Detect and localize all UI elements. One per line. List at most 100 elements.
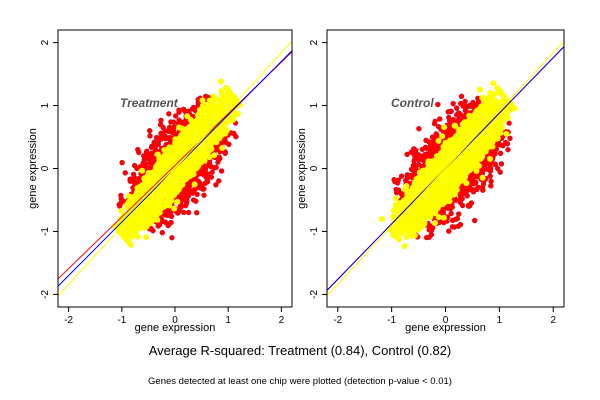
- data-point: [167, 182, 174, 189]
- data-point: [228, 117, 235, 124]
- data-point: [209, 114, 216, 121]
- x-axis-label: gene expression: [135, 322, 216, 334]
- data-point: [194, 137, 201, 144]
- data-point: [131, 197, 138, 204]
- data-point: [205, 146, 212, 152]
- data-point: [163, 209, 169, 216]
- data-point: [176, 107, 182, 113]
- data-point: [143, 209, 150, 216]
- data-point: [162, 135, 168, 142]
- data-point: [202, 127, 209, 134]
- data-point: [183, 203, 189, 209]
- data-point: [169, 174, 176, 181]
- data-point: [171, 205, 178, 212]
- data-point: [208, 120, 215, 127]
- data-point: [147, 133, 153, 139]
- data-point: [154, 135, 160, 141]
- data-point: [160, 190, 167, 197]
- data-point: [144, 173, 151, 180]
- data-point: [231, 94, 238, 101]
- data-point: [136, 149, 142, 155]
- data-point: [194, 191, 200, 197]
- data-point: [182, 142, 189, 149]
- data-point: [187, 116, 194, 123]
- data-point: [216, 178, 222, 184]
- data-point: [124, 201, 131, 208]
- data-point: [144, 149, 150, 156]
- data-point: [223, 91, 230, 98]
- data-point: [195, 162, 202, 169]
- data-point: [196, 178, 202, 184]
- data-point: [166, 111, 172, 117]
- data-point: [186, 157, 193, 164]
- data-point: [149, 217, 156, 224]
- data-point: [195, 117, 201, 124]
- data-point: [233, 134, 239, 140]
- data-point: [228, 130, 234, 136]
- data-point: [210, 93, 217, 100]
- data-point: [203, 174, 209, 180]
- data-point: [149, 150, 155, 156]
- data-point: [143, 201, 150, 207]
- data-point: [173, 188, 180, 194]
- data-point: [222, 150, 228, 156]
- data-point: [159, 230, 165, 236]
- data-point: [495, 165, 501, 172]
- data-point: [189, 190, 195, 196]
- data-point: [200, 102, 206, 109]
- data-point: [148, 144, 155, 150]
- data-point: [185, 169, 192, 176]
- data-point: [178, 125, 185, 132]
- data-point: [208, 137, 215, 144]
- data-point: [135, 211, 142, 218]
- data-point: [498, 161, 504, 167]
- data-point: [147, 159, 153, 166]
- data-point: [199, 97, 206, 104]
- point-cloud: [112, 78, 243, 248]
- data-point: [160, 130, 166, 136]
- data-point: [154, 151, 161, 158]
- data-point: [172, 160, 179, 167]
- data-point: [150, 180, 157, 187]
- y-tick-label: -1: [40, 227, 51, 236]
- data-point: [218, 88, 225, 95]
- data-point: [179, 156, 186, 163]
- data-point: [222, 130, 229, 137]
- data-point: [168, 119, 174, 125]
- data-point: [119, 160, 125, 166]
- data-point: [170, 145, 177, 152]
- data-point: [170, 127, 176, 133]
- data-point: [158, 117, 164, 123]
- data-point: [488, 178, 494, 184]
- data-point: [181, 106, 187, 112]
- data-point: [161, 147, 168, 153]
- data-point: [176, 209, 182, 215]
- data-point: [158, 136, 164, 142]
- data-point: [163, 202, 170, 209]
- data-point: [154, 162, 161, 169]
- data-point: [134, 184, 141, 191]
- data-point: [176, 120, 182, 126]
- data-point: [160, 218, 166, 225]
- data-point: [151, 195, 158, 202]
- data-point: [173, 113, 179, 119]
- data-point: [122, 222, 129, 229]
- fit-line: [58, 40, 292, 297]
- data-point: [191, 181, 198, 188]
- data-point: [170, 152, 177, 159]
- data-point: [139, 167, 146, 174]
- data-point: [166, 221, 172, 227]
- data-point: [148, 187, 155, 194]
- data-point: [203, 115, 210, 122]
- data-point: [168, 192, 175, 199]
- x-tick-label: 0: [172, 315, 178, 326]
- data-point: [199, 183, 205, 190]
- data-point: [122, 216, 129, 222]
- data-point: [142, 154, 148, 160]
- y-tick-label: 2: [40, 39, 51, 45]
- data-point: [201, 192, 207, 198]
- data-point: [194, 210, 200, 216]
- data-point: [133, 226, 140, 233]
- data-point: [203, 150, 210, 157]
